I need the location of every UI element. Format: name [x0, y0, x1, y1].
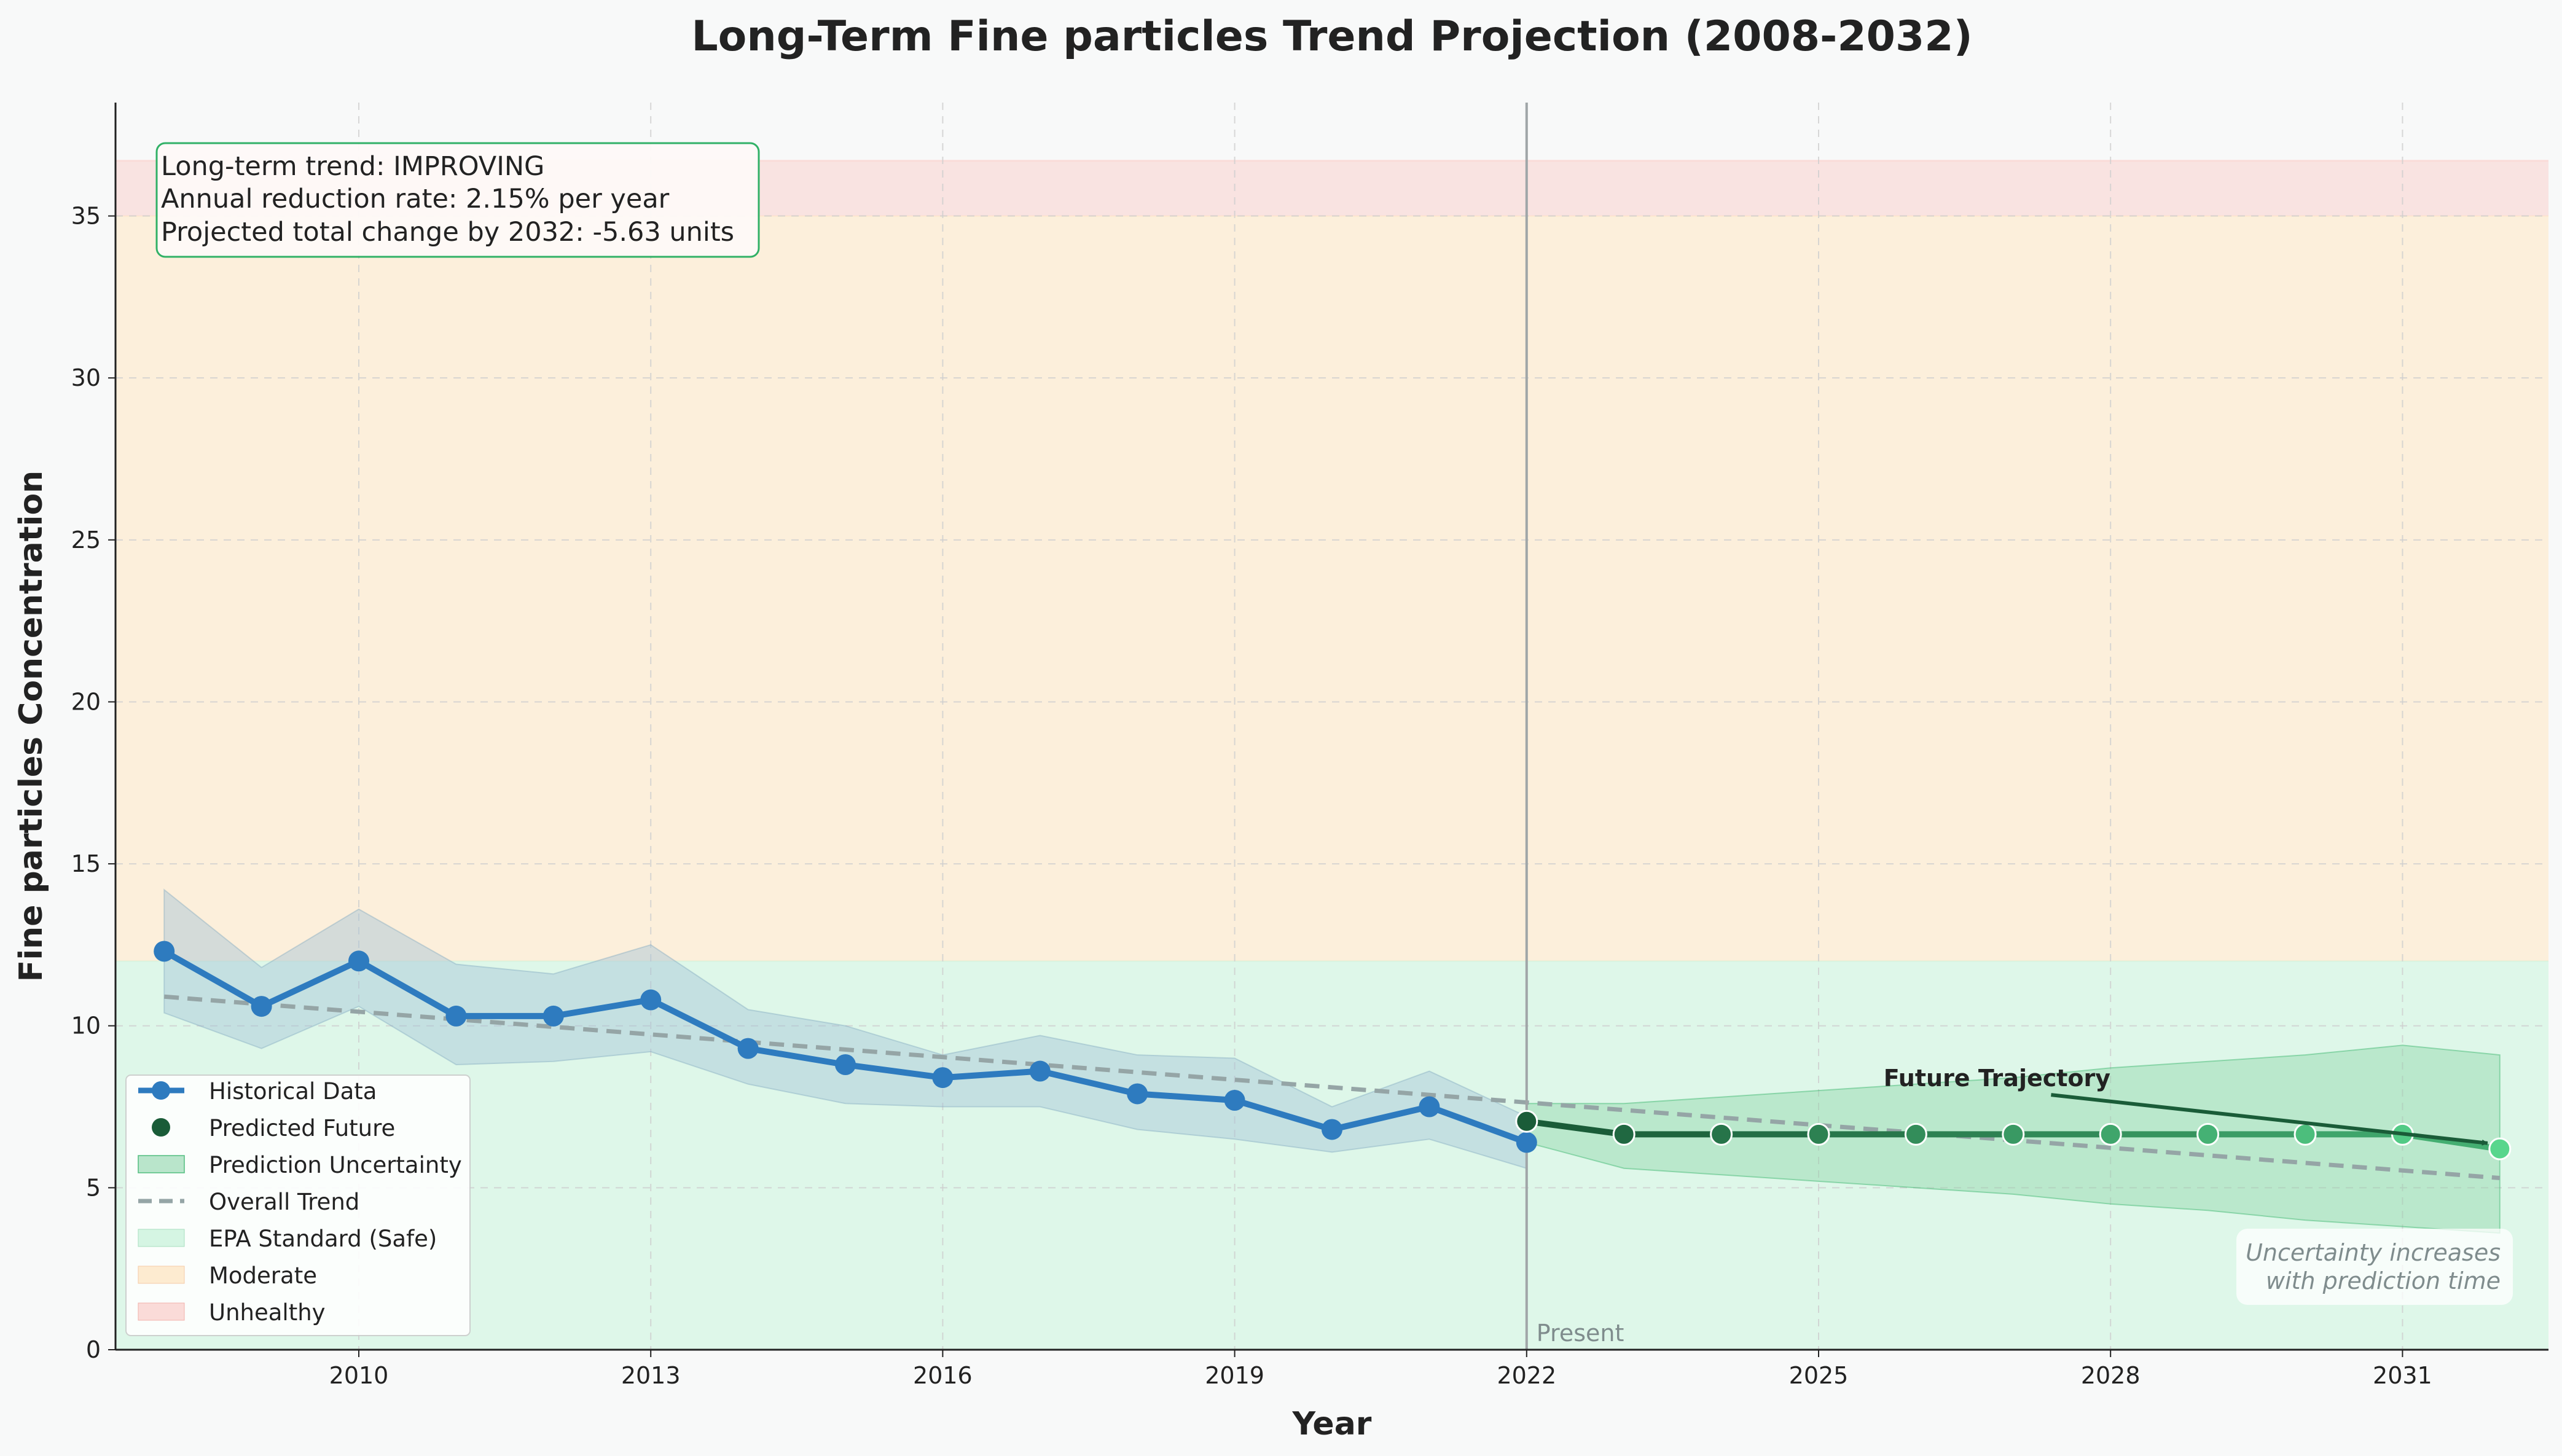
y-tick-label: 0 [86, 1336, 101, 1363]
legend-item-trend: Overall Trend [138, 1189, 359, 1215]
x-tick-label: 2028 [2081, 1362, 2141, 1389]
x-tick-label: 2016 [913, 1362, 973, 1389]
summary-line-2: Annual reduction rate: 2.15% per year [161, 184, 670, 214]
historical-point [932, 1067, 954, 1089]
predicted-point [2002, 1122, 2025, 1146]
x-axis-label: Year [1292, 1406, 1372, 1442]
historical-point [251, 996, 272, 1017]
uncertainty-note-line-2: with prediction time [2266, 1267, 2501, 1294]
historical-point [737, 1038, 759, 1059]
legend-unhealthy-swatch [138, 1302, 185, 1321]
historical-point [1419, 1096, 1440, 1117]
legend-item-safe: EPA Standard (Safe) [138, 1226, 437, 1252]
legend-frame [125, 1074, 471, 1336]
predicted-line-segment [1523, 1118, 1628, 1138]
y-tick-label: 25 [71, 526, 101, 554]
x-tick-label: 2031 [2373, 1362, 2432, 1389]
legend-uncertainty-swatch [138, 1155, 185, 1173]
uncertainty-note: Uncertainty increases with prediction ti… [2236, 1229, 2513, 1305]
legend-label-predicted: Predicted Future [209, 1115, 395, 1141]
legend: Historical Data Predicted Future Predict… [125, 1074, 471, 1336]
chart-title: Long-Term Fine particles Trend Projectio… [691, 12, 1972, 61]
x-tick-label: 2010 [329, 1362, 389, 1389]
legend-item-unhealthy: Unhealthy [138, 1299, 326, 1326]
x-tick-label: 2019 [1205, 1362, 1264, 1389]
x-tick-label: 2022 [1497, 1362, 1556, 1389]
future-trajectory-arrow [2051, 1093, 2488, 1146]
predicted-point [1710, 1122, 1733, 1146]
legend-item-uncertainty: Prediction Uncertainty [138, 1152, 462, 1178]
legend-label-uncertainty: Prediction Uncertainty [209, 1152, 462, 1178]
x-tick-label: 2013 [621, 1362, 681, 1389]
legend-item-predicted: Predicted Future [152, 1115, 395, 1141]
summary-line-3: Projected total change by 2032: -5.63 un… [161, 217, 734, 248]
y-tick-label: 10 [71, 1012, 101, 1039]
legend-item-moderate: Moderate [138, 1262, 317, 1289]
historical-point [1127, 1083, 1148, 1105]
legend-moderate-swatch [138, 1266, 185, 1284]
zone-moderate [116, 216, 2548, 961]
predicted-point [1515, 1110, 1538, 1133]
legend-predicted-marker [152, 1118, 170, 1137]
x-tick-label: 2025 [1789, 1362, 1849, 1389]
historical-point [445, 1005, 467, 1027]
predicted-point [2099, 1122, 2122, 1146]
historical-point [640, 989, 662, 1011]
historical-point [1322, 1119, 1342, 1140]
y-tick-label: 35 [71, 203, 101, 230]
historical-point [154, 941, 175, 962]
legend-historical-marker [152, 1081, 170, 1100]
y-tick-label: 15 [71, 850, 101, 877]
legend-label-safe: EPA Standard (Safe) [209, 1226, 437, 1252]
predicted-point [2294, 1122, 2317, 1146]
legend-label-moderate: Moderate [209, 1262, 317, 1289]
historical-point [1224, 1090, 1245, 1111]
historical-point [543, 1005, 564, 1027]
historical-point [348, 950, 369, 972]
predicted-point [1904, 1122, 1927, 1146]
historical-point [1516, 1132, 1537, 1153]
historical-point [835, 1054, 856, 1075]
legend-label-trend: Overall Trend [209, 1189, 359, 1215]
y-tick-label: 20 [71, 688, 101, 715]
future-trajectory-label: Future Trajectory [1884, 1065, 2111, 1092]
uncertainty-note-line-1: Uncertainty increases [2246, 1239, 2501, 1266]
present-label: Present [1537, 1320, 1624, 1347]
y-tick-label: 5 [86, 1174, 101, 1201]
predicted-point [1807, 1122, 1830, 1146]
y-axis-label: Fine particles Concentration [13, 471, 50, 982]
overall-trend-line [163, 994, 2501, 1181]
y-tick-label: 30 [71, 364, 101, 391]
predicted-point [2196, 1122, 2220, 1146]
predicted-point [1612, 1122, 1636, 1146]
legend-label-unhealthy: Unhealthy [209, 1299, 326, 1326]
summary-box: Long-term trend: IMPROVING Annual reduct… [155, 142, 760, 258]
legend-label-historical: Historical Data [209, 1078, 377, 1105]
legend-item-historical: Historical Data [138, 1078, 377, 1105]
predicted-point [2488, 1137, 2512, 1160]
summary-line-1: Long-term trend: IMPROVING [161, 151, 544, 182]
future-trajectory-annotation: Future Trajectory [1884, 1065, 2488, 1146]
historical-point [1029, 1060, 1051, 1082]
legend-safe-swatch [138, 1229, 185, 1247]
